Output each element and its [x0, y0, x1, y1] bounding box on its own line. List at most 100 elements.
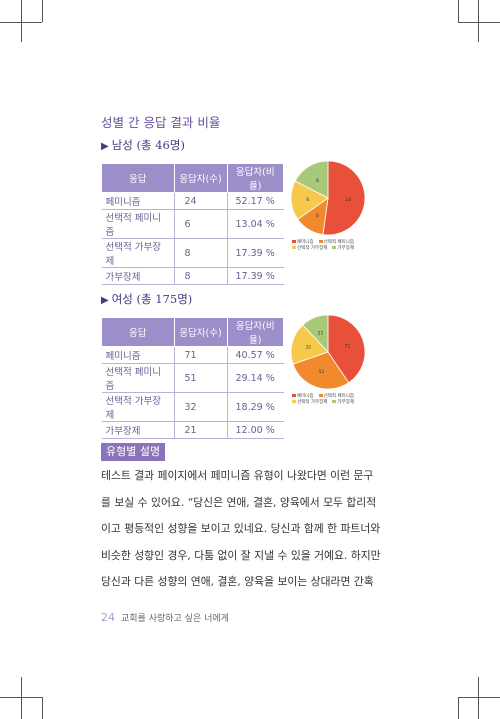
pie-data-label: 32 [305, 345, 311, 351]
type-description-tag: 유형별 설명 [101, 443, 166, 461]
legend-label: 페미니즘 [297, 240, 314, 245]
body-line: 이고 평등적인 성향을 보이고 있네요. 당신과 함께 한 파트너와 [101, 522, 381, 535]
cell-count: 8 [174, 238, 228, 268]
cell-count: 8 [174, 267, 228, 285]
cell-response: 페미니즘 [101, 192, 175, 210]
cell-ratio: 52.17 % [227, 192, 284, 210]
table-row: 페미니즘 24 52.17 % [101, 192, 284, 210]
legend-swatch [292, 400, 296, 403]
cell-ratio: 17.39 % [227, 267, 284, 285]
cell-ratio: 12.00 % [227, 421, 284, 439]
cell-count: 21 [174, 421, 228, 439]
male-pie-svg: 24 6 8 8 [290, 160, 366, 236]
body-line: 당신과 다른 성향의 연애, 결혼, 양육을 보이는 상대라면 간혹 [101, 575, 374, 588]
cell-response: 페미니즘 [101, 346, 175, 364]
crop-mark [478, 677, 479, 719]
legend-item: 선택적 페미니즘 [318, 394, 354, 400]
cell-count: 71 [174, 346, 228, 364]
crop-mark [458, 697, 500, 698]
cell-response: 선택적 페미니즘 [101, 209, 175, 239]
pie-slice [302, 314, 329, 354]
table-row: 가부장제 21 12.00 % [101, 421, 284, 439]
legend-swatch [292, 240, 296, 243]
crop-mark [42, 697, 43, 719]
legend-item: 페미니즘 [292, 394, 314, 400]
pie-data-label: 6 [316, 213, 319, 219]
body-line: 테스트 결과 페이지에서 페미니즘 유형이 나왔다면 이런 문구 [101, 469, 374, 482]
female-heading-text: 여성 (총 175명) [111, 292, 193, 306]
book-title: 교회를 사랑하고 싶은 너에게 [121, 614, 229, 624]
cell-response: 선택적 가부장제 [101, 392, 175, 422]
table-header: 응답 [101, 317, 175, 347]
crop-mark [458, 0, 459, 22]
legend-label: 선택적 가부장제 [297, 246, 328, 251]
table-header-row: 응답 응답자(수) 응답자(비율) [101, 163, 284, 193]
cell-response: 선택적 가부장제 [101, 238, 175, 268]
section-title: 성별 간 응답 결과 비율 [101, 115, 221, 130]
triangle-icon: ▶ [101, 141, 109, 152]
legend-label: 선택적 가부장제 [297, 400, 328, 405]
table-row: 페미니즘 71 40.57 % [101, 346, 284, 364]
pie-data-label: 71 [345, 344, 351, 350]
male-heading: ▶ 남성 (총 46명) [101, 137, 185, 153]
cell-ratio: 29.14 % [227, 363, 284, 393]
pie-data-label: 24 [345, 197, 351, 203]
pie-data-label: 21 [318, 331, 324, 337]
body-paragraph: 테스트 결과 페이지에서 페미니즘 유형이 나왔다면 이런 문구 를 보실 수 … [101, 463, 401, 596]
female-table: 응답 응답자(수) 응답자(비율) 페미니즘 71 40.57 % 선택적 페미… [101, 317, 284, 439]
cell-response: 선택적 페미니즘 [101, 363, 175, 393]
male-pie-legend: 페미니즘 선택적 페미니즘 선택적 가부장제 가부장제 [292, 240, 372, 252]
legend-item: 페미니즘 [292, 240, 314, 246]
male-table: 응답 응답자(수) 응답자(비율) 페미니즘 24 52.17 % 선택적 페미… [101, 163, 284, 285]
cell-count: 6 [174, 209, 228, 239]
legend-label: 선택적 페미니즘 [323, 240, 354, 245]
cell-ratio: 40.57 % [227, 346, 284, 364]
crop-mark [21, 677, 22, 719]
cell-ratio: 18.29 % [227, 392, 284, 422]
legend-swatch [292, 394, 296, 397]
table-row: 선택적 페미니즘 51 29.14 % [101, 363, 284, 393]
table-row: 선택적 페미니즘 6 13.04 % [101, 209, 284, 239]
female-pie-chart: 71 51 32 21 [288, 312, 368, 392]
cell-count: 32 [174, 392, 228, 422]
table-row: 가부장제 8 17.39 % [101, 267, 284, 285]
male-heading-text: 남성 (총 46명) [111, 138, 185, 152]
pie-slice [327, 314, 366, 384]
legend-swatch [318, 394, 323, 397]
pie-slice [292, 351, 350, 390]
cell-ratio: 17.39 % [227, 238, 284, 268]
body-line: 비슷한 성향인 경우, 다툼 없이 잘 지낼 수 있을 거예요. 하지만 [101, 548, 381, 562]
table-header: 응답자(수) [173, 163, 228, 193]
table-header-row: 응답 응답자(수) 응답자(비율) [101, 317, 284, 347]
table-header: 응답자(비율) [226, 163, 284, 193]
legend-item: 가부장제 [332, 400, 354, 406]
crop-mark [21, 0, 22, 42]
crop-mark [42, 0, 43, 22]
body-line: 를 보실 수 있어요. “당신은 연애, 결혼, 양육에서 모두 합리적 [101, 495, 377, 509]
table-row: 선택적 가부장제 8 17.39 % [101, 238, 284, 268]
cell-count: 51 [174, 363, 228, 393]
legend-swatch [318, 240, 323, 243]
cell-count: 24 [174, 192, 228, 210]
table-header: 응답 [101, 163, 175, 193]
legend-item: 선택적 페미니즘 [318, 240, 354, 246]
cell-response: 가부장제 [101, 267, 175, 285]
legend-item: 선택적 가부장제 [292, 246, 327, 252]
legend-item: 선택적 가부장제 [292, 400, 327, 406]
cell-ratio: 13.04 % [227, 209, 284, 239]
crop-mark [458, 22, 500, 23]
legend-item: 가부장제 [332, 246, 354, 252]
pie-data-label: 51 [319, 369, 325, 375]
female-pie-legend: 페미니즘 선택적 페미니즘 선택적 가부장제 가부장제 [292, 394, 372, 406]
pie-data-label: 8 [306, 197, 309, 203]
crop-mark [478, 0, 479, 42]
pie-data-label: 8 [316, 178, 319, 184]
crop-mark [458, 697, 459, 719]
legend-label: 가부장제 [337, 246, 354, 251]
pie-slice [322, 160, 366, 236]
legend-swatch [292, 246, 296, 249]
pie-slice [290, 324, 329, 365]
table-row: 선택적 가부장제 32 18.29 % [101, 392, 284, 422]
pie-slice [294, 160, 329, 199]
cell-response: 가부장제 [101, 421, 175, 439]
